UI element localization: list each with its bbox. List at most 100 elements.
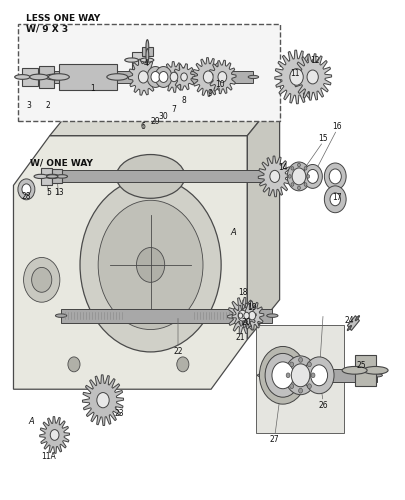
Ellipse shape: [15, 74, 30, 80]
Circle shape: [155, 66, 172, 87]
Text: 22: 22: [173, 348, 182, 356]
Text: 28: 28: [21, 192, 31, 201]
Ellipse shape: [48, 74, 69, 80]
Circle shape: [288, 174, 290, 178]
Circle shape: [180, 73, 187, 81]
Ellipse shape: [347, 326, 351, 330]
Polygon shape: [347, 316, 358, 330]
Ellipse shape: [47, 174, 58, 178]
Text: 23: 23: [114, 408, 124, 418]
Circle shape: [238, 310, 246, 321]
Polygon shape: [161, 62, 186, 92]
Text: 16: 16: [331, 122, 341, 131]
Polygon shape: [131, 52, 147, 68]
Circle shape: [217, 72, 226, 83]
Text: 12: 12: [309, 56, 319, 64]
Polygon shape: [36, 70, 253, 84]
Polygon shape: [82, 375, 123, 426]
Polygon shape: [173, 64, 194, 90]
Text: 10: 10: [215, 80, 225, 90]
Ellipse shape: [140, 58, 153, 62]
Polygon shape: [52, 170, 62, 183]
Circle shape: [287, 162, 310, 191]
Polygon shape: [227, 298, 257, 334]
Ellipse shape: [272, 175, 282, 178]
FancyBboxPatch shape: [256, 324, 343, 433]
Polygon shape: [236, 304, 256, 328]
Polygon shape: [258, 156, 291, 197]
Circle shape: [159, 72, 168, 83]
Circle shape: [286, 373, 289, 378]
Circle shape: [324, 163, 345, 190]
Text: 25: 25: [355, 361, 365, 370]
Circle shape: [297, 186, 300, 190]
Ellipse shape: [371, 374, 382, 377]
Text: 30: 30: [158, 112, 168, 121]
Text: 1: 1: [90, 84, 94, 93]
Circle shape: [291, 168, 305, 185]
Circle shape: [203, 71, 213, 83]
Text: 4: 4: [144, 59, 149, 68]
Ellipse shape: [34, 174, 48, 178]
Circle shape: [248, 312, 255, 320]
Polygon shape: [293, 54, 331, 100]
Circle shape: [23, 258, 60, 302]
Polygon shape: [41, 168, 52, 185]
Ellipse shape: [247, 76, 258, 78]
Circle shape: [264, 354, 300, 397]
Text: 19: 19: [247, 302, 256, 312]
Circle shape: [170, 72, 177, 82]
Circle shape: [243, 312, 249, 319]
Text: LESS ONE WAY
W/ 9 X 3: LESS ONE WAY W/ 9 X 3: [26, 14, 100, 33]
Ellipse shape: [55, 314, 66, 318]
Circle shape: [22, 184, 31, 195]
Ellipse shape: [116, 154, 184, 198]
Ellipse shape: [145, 40, 148, 54]
Ellipse shape: [31, 74, 46, 80]
Circle shape: [303, 357, 333, 394]
Circle shape: [238, 313, 242, 318]
Circle shape: [259, 346, 305, 404]
Circle shape: [98, 200, 202, 330]
Ellipse shape: [341, 366, 366, 374]
Text: 3: 3: [26, 102, 31, 110]
Circle shape: [289, 384, 293, 388]
Circle shape: [298, 388, 302, 393]
Polygon shape: [141, 46, 153, 56]
Circle shape: [324, 186, 345, 212]
Circle shape: [329, 193, 340, 205]
Circle shape: [310, 365, 327, 386]
Circle shape: [302, 164, 322, 188]
Circle shape: [32, 268, 52, 292]
Text: 6: 6: [141, 122, 145, 131]
Ellipse shape: [30, 76, 41, 78]
Circle shape: [80, 178, 221, 352]
Text: 27: 27: [269, 436, 279, 444]
Polygon shape: [274, 50, 318, 104]
Text: 17: 17: [331, 194, 341, 202]
Text: 5: 5: [47, 188, 51, 198]
Text: 20: 20: [241, 318, 251, 326]
Polygon shape: [59, 64, 117, 90]
Text: A: A: [29, 417, 34, 426]
Circle shape: [176, 357, 188, 372]
Circle shape: [147, 66, 164, 87]
Polygon shape: [40, 416, 69, 454]
Polygon shape: [192, 58, 224, 96]
Circle shape: [306, 174, 309, 178]
Circle shape: [265, 354, 299, 397]
Circle shape: [138, 71, 148, 83]
Circle shape: [328, 169, 341, 184]
Ellipse shape: [45, 74, 63, 80]
Circle shape: [291, 364, 309, 386]
Text: 11: 11: [290, 69, 299, 78]
Circle shape: [289, 68, 303, 85]
Circle shape: [269, 170, 279, 182]
Text: 2: 2: [45, 102, 50, 110]
Text: 24: 24: [343, 316, 353, 325]
Circle shape: [68, 357, 80, 372]
Ellipse shape: [30, 74, 48, 80]
Ellipse shape: [124, 58, 138, 62]
Circle shape: [310, 373, 314, 378]
Text: 11A: 11A: [41, 452, 56, 461]
